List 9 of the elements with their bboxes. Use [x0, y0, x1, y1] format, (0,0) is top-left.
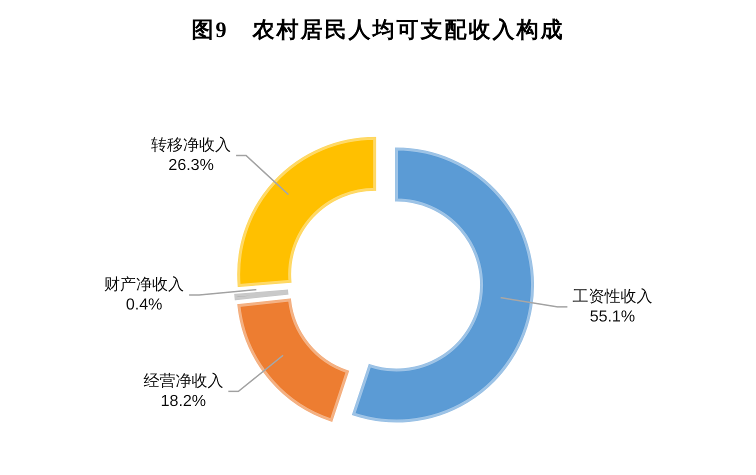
- data-label: 0.4%: [126, 296, 162, 314]
- slice-label: 财产净收入: [104, 276, 184, 294]
- slice-label: 工资性收入: [572, 287, 652, 306]
- data-label: 55.1%: [590, 308, 636, 326]
- slice-label: 转移净收入: [151, 136, 232, 154]
- data-label: 18.2%: [160, 392, 206, 410]
- data-label: 26.3%: [168, 157, 214, 174]
- chart-title: 图9 农村居民人均可支配收入构成: [190, 16, 566, 44]
- slice-label: 经营净收入: [143, 372, 224, 390]
